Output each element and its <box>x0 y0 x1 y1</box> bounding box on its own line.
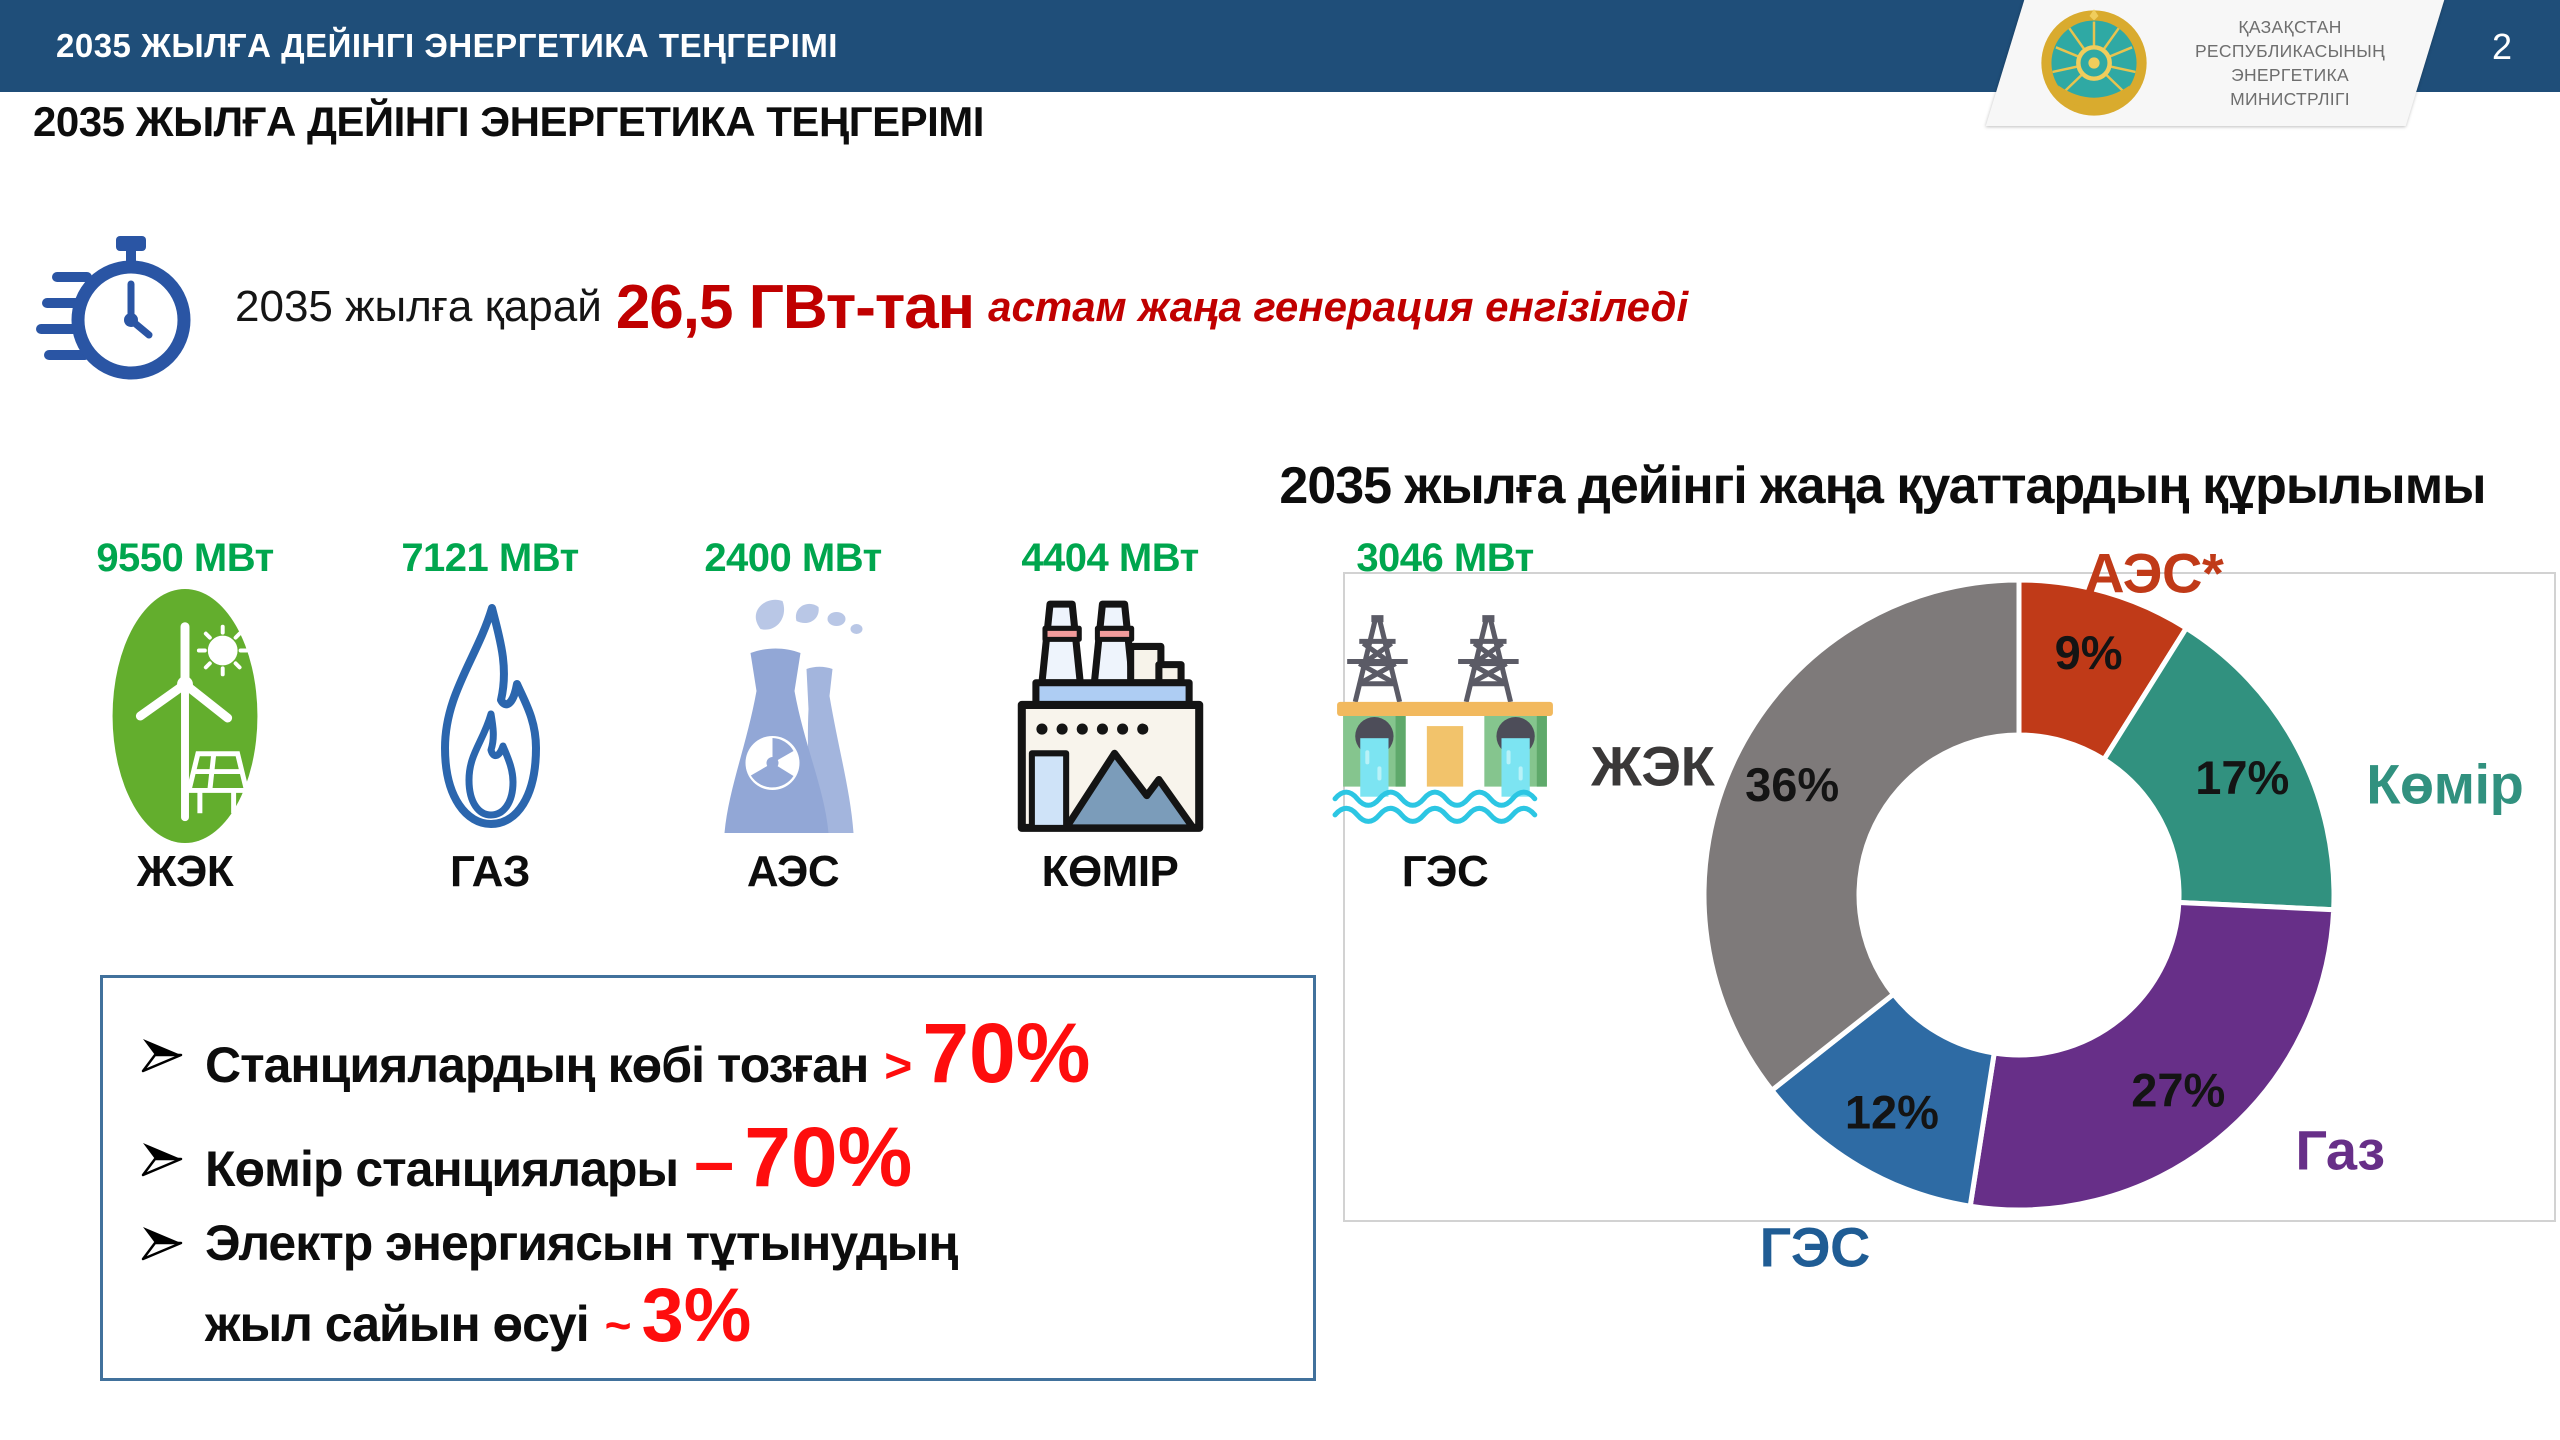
fact-text: жыл сайын өсуі <box>205 1296 590 1352</box>
fact-value: 70% <box>922 1006 1091 1100</box>
capacity-col-renewables: 9550 МВт <box>45 536 325 897</box>
capacity-col-gas: 7121 МВт ГАЗ <box>350 536 630 897</box>
stopwatch-icon <box>36 236 191 380</box>
coal-plant-icon <box>1017 600 1203 832</box>
donut-category-label-АЭС*: АЭС* <box>2084 541 2224 605</box>
donut-percent-label: 36% <box>1745 758 1839 811</box>
nuclear-plant-icon <box>724 599 862 833</box>
ministry-name-line: ҚАЗАҚСТАН <box>2238 17 2342 37</box>
capacity-value: 9550 МВт <box>96 536 274 580</box>
kazakhstan-coat-of-arms-icon <box>2041 9 2147 116</box>
donut-category-label-ГЭС: ГЭС <box>1759 1215 1870 1279</box>
capacity-col-hydro: 3046 МВт <box>1305 536 1585 897</box>
fact-value-prefix: ~ <box>604 1299 632 1351</box>
capacity-value: 7121 МВт <box>401 536 579 580</box>
ministry-logo: ҚАЗАҚСТАН РЕСПУБЛИКАСЫНЫҢ ЭНЕРГЕТИКА МИН… <box>2020 0 2430 126</box>
donut-percent-label: 17% <box>2195 751 2289 804</box>
donut-percent-label: 12% <box>1845 1086 1939 1139</box>
donut-category-label-Газ: Газ <box>2295 1118 2385 1182</box>
ministry-name-line: РЕСПУБЛИКАСЫНЫҢ <box>2194 41 2386 61</box>
donut-category-label-Көмір: Көмір <box>2366 752 2524 816</box>
fact-item-coal-stations: Көмір станциялары – 70% <box>139 1110 1293 1204</box>
capacity-label: ГАЗ <box>449 847 531 896</box>
donut-segment-Көмір <box>2101 625 2337 913</box>
donut-percent-label: 27% <box>2131 1063 2225 1116</box>
capacity-label: АЭС <box>746 847 840 896</box>
fact-item-consumption-growth: Электр энергиясын тұтынудың <box>139 1214 1293 1272</box>
gas-flame-icon <box>441 604 540 828</box>
fact-text: Станциялардың көбі тозған <box>205 1037 869 1093</box>
headline: 2035 жылға қарай 26,5 ГВт-тан астам жаңа… <box>235 232 1688 382</box>
renewables-icon <box>112 588 258 844</box>
capacity-value: 3046 МВт <box>1356 536 1534 580</box>
fact-value-prefix: > <box>884 1040 913 1093</box>
fact-text: Электр энергиясын тұтынудың <box>205 1215 959 1271</box>
capacity-label: ЖЭК <box>136 847 234 896</box>
facts-box: Станциялардың көбі тозған > 70% Көмір ст… <box>100 975 1316 1381</box>
fact-value: 70% <box>744 1110 913 1204</box>
capacity-value: 2400 МВт <box>704 536 882 580</box>
headline-suffix: астам жаңа генерация енгізіледі <box>988 283 1689 330</box>
ministry-name-line: МИНИСТРЛІГІ <box>2230 89 2350 109</box>
chart-panel <box>1343 572 2556 1222</box>
donut-percent-label: 9% <box>2055 626 2123 679</box>
ministry-name-line: ЭНЕРГЕТИКА <box>2231 65 2349 85</box>
headline-prefix: 2035 жылға қарай <box>235 282 602 331</box>
arrow-bullet-icon <box>141 1227 183 1261</box>
page-title: 2035 ЖЫЛҒА ДЕЙІНГІ ЭНЕРГЕТИКА ТЕҢГЕРІМІ <box>33 98 984 145</box>
headline-highlight: 26,5 ГВт-тан <box>615 272 975 342</box>
page-number: 2 <box>2492 26 2513 67</box>
fact-item-consumption-growth-line2: жыл сайын өсуі ~ 3% <box>205 1273 1293 1358</box>
donut-category-label-ЖЭК: ЖЭК <box>1591 734 1715 798</box>
donut-segment-Газ <box>1967 899 2337 1213</box>
capacity-col-coal: 4404 МВт <box>970 536 1250 897</box>
donut-chart: 9% 17% 27% 12% 36% <box>1701 577 2337 1213</box>
capacity-label: КӨМІР <box>1041 847 1179 896</box>
arrow-bullet-icon <box>141 1143 183 1177</box>
donut-segment-ЖЭК <box>1701 577 2022 1093</box>
capacity-value: 4404 МВт <box>1021 536 1199 580</box>
arrow-bullet-icon <box>141 1039 183 1073</box>
fact-text: Көмір станциялары <box>205 1141 679 1197</box>
hydro-plant-icon <box>1332 615 1553 824</box>
header-title: 2035 ЖЫЛҒА ДЕЙІНГІ ЭНЕРГЕТИКА ТЕҢГЕРІМІ <box>56 27 838 64</box>
capacity-col-nuclear: 2400 МВт АЭС <box>653 536 933 897</box>
capacity-label: ГЭС <box>1401 847 1489 896</box>
ministry-name: ҚАЗАҚСТАН РЕСПУБЛИКАСЫНЫҢ ЭНЕРГЕТИКА МИН… <box>2150 15 2430 111</box>
chart-title: 2035 жылға дейінгі жаңа қуаттардың құрыл… <box>1279 457 2486 515</box>
fact-value: 3% <box>641 1273 752 1358</box>
fact-item-worn-stations: Станциялардың көбі тозған > 70% <box>139 1006 1293 1100</box>
